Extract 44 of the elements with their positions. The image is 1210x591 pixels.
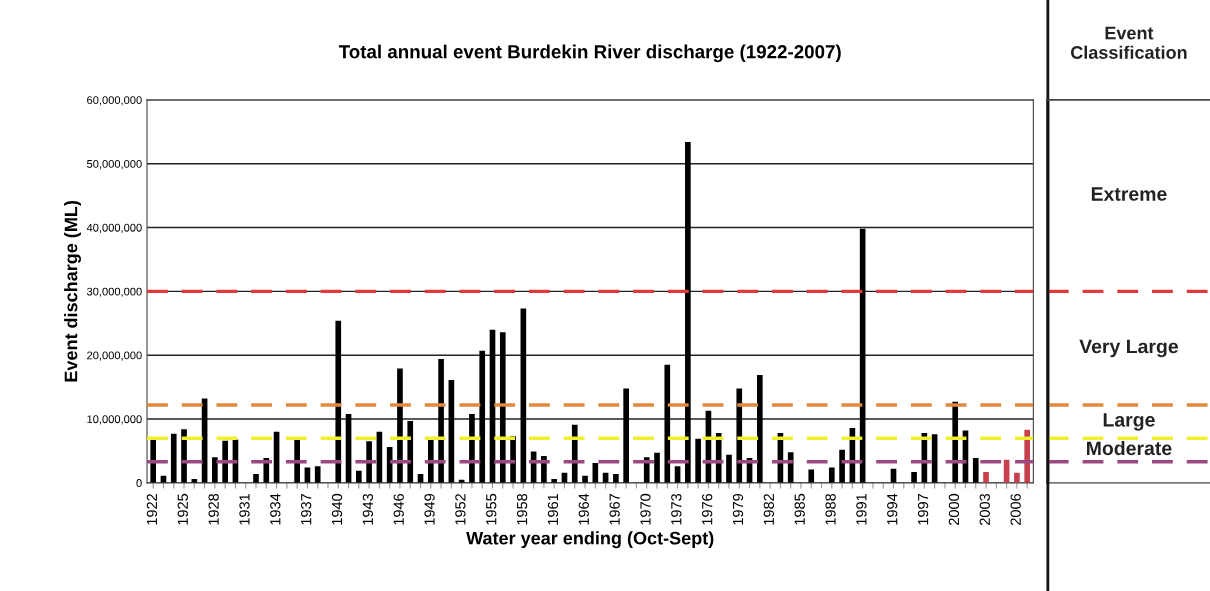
x-tick-label: 1979 (732, 493, 744, 525)
x-tick-label: 1931 (239, 493, 250, 525)
y-tick-label: 40,000,000 (86, 223, 142, 233)
x-tick-label: 1970 (640, 493, 651, 525)
x-tick-label: 1949 (424, 493, 435, 525)
x-tick-label: 1943 (362, 493, 374, 525)
x-tick-label: 2000 (948, 493, 960, 525)
y-tick-label: 30,000,000 (86, 287, 142, 297)
x-tick-label: 1964 (578, 493, 589, 525)
x-tick-label: 1928 (208, 493, 219, 525)
y-tick-label: 0 (136, 479, 142, 487)
y-axis-title: Event discharge (ML) (64, 200, 81, 382)
x-axis-title: Water year ending (Oct-Sept) (466, 531, 714, 549)
text: Very Large (1079, 339, 1178, 358)
text: Event Classification (1070, 26, 1187, 59)
x-tick-label: 1946 (393, 493, 404, 525)
x-tick-label: 1982 (763, 493, 775, 525)
y-tick-label: 50,000,000 (86, 159, 142, 170)
x-tick-label: 1958 (516, 493, 528, 525)
x-tick-label: 1994 (887, 493, 898, 525)
x-tick-label: 1985 (794, 493, 805, 525)
y-tick-label: 60,000,000 (87, 96, 142, 106)
x-tick-label: 1925 (177, 493, 188, 525)
x-tick-label: 1961 (547, 493, 559, 525)
x-tick-label: 1973 (671, 493, 682, 525)
text: Moderate (1087, 440, 1172, 456)
x-tick-label: 1967 (609, 493, 620, 525)
y-tick-label: 20,000,000 (87, 351, 142, 361)
x-tick-label: 1922 (146, 493, 158, 525)
x-tick-label: 2006 (1010, 493, 1021, 525)
x-tick-label: 1952 (455, 493, 466, 525)
text: Large (1103, 413, 1155, 431)
x-tick-label: 1991 (856, 493, 867, 525)
x-tick-label: 1988 (825, 493, 836, 525)
x-tick-label: 1976 (702, 493, 713, 525)
chart-title: Total annual event Burdekin River discharge (1922-2007) (338, 44, 841, 63)
text: Extreme (1091, 187, 1167, 201)
x-tick-label: 1937 (301, 493, 312, 525)
x-tick-label: 1955 (486, 493, 497, 525)
x-tick-label: 2003 (979, 493, 990, 525)
x-tick-label: 1940 (331, 493, 343, 525)
y-tick-label: 10,000,000 (87, 415, 142, 425)
x-tick-label: 1934 (270, 493, 281, 525)
x-tick-label: 1997 (917, 493, 929, 525)
